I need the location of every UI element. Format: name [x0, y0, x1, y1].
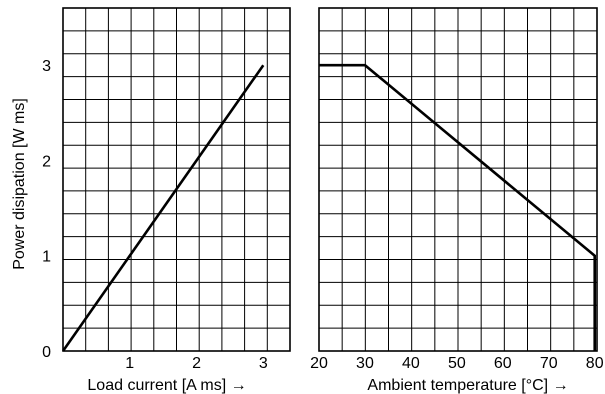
right-chart-x-tick-label: 20	[310, 355, 328, 372]
left-chart-x-axis-label: Load current [A ms] →	[87, 377, 246, 394]
left-chart-series-layer	[61, 64, 265, 352]
left-chart-y-axis-label: Power disipation [W ms]	[11, 98, 28, 270]
right-chart-plot-frame	[318, 7, 598, 352]
left-chart-y-tick-label: 1	[42, 249, 51, 266]
left-chart-x-ticks: 1 2 3	[125, 355, 268, 372]
right-chart: 20 30 40 50 60 70 80 Ambient temperature [°C] …	[310, 7, 604, 394]
right-chart-x-tick-label: 50	[448, 355, 466, 372]
left-chart-x-tick-label: 1	[125, 355, 134, 372]
left-chart-y-tick-label: 0	[42, 344, 51, 361]
right-chart-x-axis-label: Ambient temperature [°C] →	[367, 377, 568, 394]
left-chart-y-ticks: 0 1 2 3	[42, 58, 51, 361]
left-chart-x-tick-label: 3	[259, 355, 268, 372]
right-chart-series-layer	[319, 63, 597, 351]
right-chart-x-tick-label: 70	[540, 355, 558, 372]
left-chart: 1 2 3 0 1 2 3 Load current [A ms] → Power dis…	[11, 7, 291, 394]
left-chart-grid	[63, 8, 290, 351]
right-chart-grid	[319, 8, 597, 351]
right-chart-series-line-0	[319, 63, 597, 351]
right-chart-x-tick-label: 30	[356, 355, 374, 372]
right-chart-x-ticks: 20 30 40 50 60 70 80	[310, 355, 604, 372]
left-chart-series-line-0	[61, 64, 265, 352]
right-chart-x-tick-label: 40	[402, 355, 420, 372]
left-chart-y-tick-label: 3	[42, 58, 51, 75]
right-chart-x-tick-label: 60	[494, 355, 512, 372]
left-chart-plot-frame	[62, 7, 291, 352]
left-chart-x-tick-label: 2	[192, 355, 201, 372]
left-chart-y-tick-label: 2	[42, 153, 51, 170]
right-chart-x-tick-label: 80	[586, 355, 604, 372]
